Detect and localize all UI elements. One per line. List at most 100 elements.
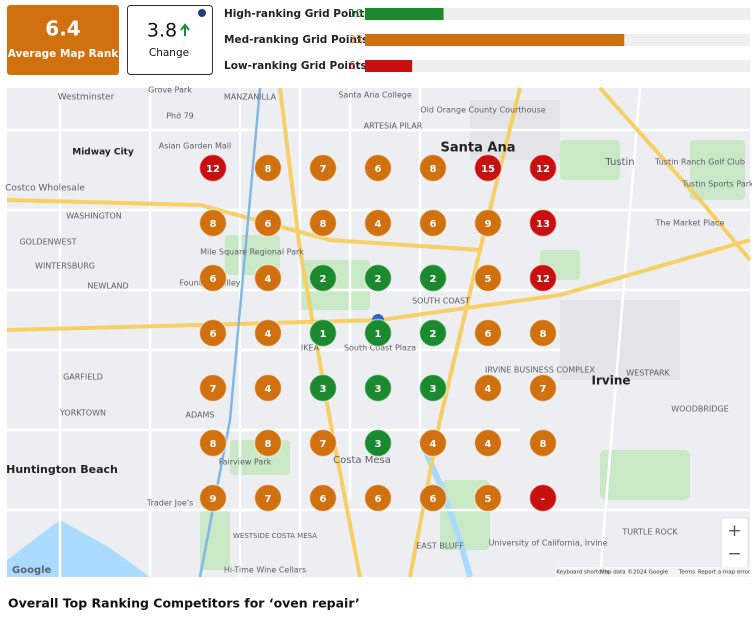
- map-label: GARFIELD: [63, 373, 103, 382]
- rank-label: 6: [210, 329, 217, 340]
- rank-bubble[interactable]: [473, 263, 503, 293]
- rank-bubble[interactable]: [308, 208, 338, 238]
- rank-bubble[interactable]: [418, 208, 448, 238]
- rank-bubble[interactable]: [418, 263, 448, 293]
- rank-bubble[interactable]: [198, 318, 228, 348]
- rank-bubble[interactable]: [528, 208, 558, 238]
- rank-label: 4: [265, 384, 272, 395]
- rank-bubble[interactable]: [253, 483, 283, 513]
- rank-bubble[interactable]: [473, 153, 503, 183]
- rank-bubble[interactable]: [418, 373, 448, 403]
- rank-label: 12: [206, 164, 220, 175]
- grid-points-count: 10: [349, 8, 362, 20]
- rank-label: 3: [375, 439, 382, 450]
- rank-bubble[interactable]: [363, 208, 393, 238]
- map-label: Costco Wholesale: [5, 184, 85, 194]
- rank-bubble[interactable]: [198, 263, 228, 293]
- zoom-out[interactable]: −: [727, 544, 741, 564]
- rank-bubble[interactable]: [198, 208, 228, 238]
- rank-bubble[interactable]: [253, 263, 283, 293]
- grid-points-label: Med-ranking Grid Points: [224, 34, 368, 46]
- rank-bubble[interactable]: [528, 153, 558, 183]
- map-label: WOODBRIDGE: [671, 405, 728, 414]
- rank-bubble[interactable]: [418, 483, 448, 513]
- map-label: ARTESIA PILAR: [364, 122, 423, 131]
- rank-bubble[interactable]: [363, 483, 393, 513]
- rank-bubble[interactable]: [363, 373, 393, 403]
- rank-label: 8: [265, 164, 272, 175]
- rank-label: 4: [430, 439, 437, 450]
- rank-bubble[interactable]: [308, 153, 338, 183]
- rank-bubble[interactable]: [198, 373, 228, 403]
- rank-bubble[interactable]: [198, 428, 228, 458]
- rank-bubble[interactable]: [473, 428, 503, 458]
- rank-bubble[interactable]: [253, 428, 283, 458]
- rank-label: 4: [265, 274, 272, 285]
- ocean: [7, 520, 150, 577]
- rank-bubble[interactable]: [253, 153, 283, 183]
- grid-points-count: 33: [349, 34, 362, 46]
- rank-bubble[interactable]: [198, 483, 228, 513]
- rank-bubble[interactable]: [363, 318, 393, 348]
- rank-label: 15: [481, 164, 495, 175]
- rank-label: 9: [485, 219, 492, 230]
- rank-bubble[interactable]: [198, 153, 228, 183]
- map-label: Asian Garden Mall: [159, 142, 232, 151]
- rank-label: 13: [536, 219, 550, 230]
- rank-label: 8: [265, 439, 272, 450]
- map-label: MANZANILLA: [224, 93, 277, 102]
- rank-bubble[interactable]: [253, 208, 283, 238]
- rank-bubble[interactable]: [308, 373, 338, 403]
- zoom-in[interactable]: +: [727, 521, 741, 541]
- rank-bubble[interactable]: [308, 483, 338, 513]
- rank-bubble[interactable]: [363, 153, 393, 183]
- rank-bubble[interactable]: [363, 263, 393, 293]
- rank-bubble[interactable]: [418, 153, 448, 183]
- rank-bubble[interactable]: [308, 263, 338, 293]
- rank-label: 8: [320, 219, 327, 230]
- info-icon[interactable]: [198, 9, 206, 17]
- map-attribution[interactable]: Keyboard shortcuts: [556, 570, 609, 576]
- rank-label: 7: [320, 164, 327, 175]
- map-label: Phở 79: [166, 111, 194, 121]
- rank-label: 3: [320, 384, 327, 395]
- map-label: Fairview Park: [219, 458, 272, 467]
- rank-bubble[interactable]: [528, 263, 558, 293]
- rank-bubble[interactable]: [253, 373, 283, 403]
- map-attribution[interactable]: Report a map error: [698, 570, 751, 576]
- map-label: WESTSIDE COSTA MESA: [233, 532, 317, 540]
- rank-label: 9: [210, 494, 217, 505]
- grid-points-label: High-ranking Grid Points: [224, 8, 371, 20]
- rank-label: 6: [375, 494, 382, 505]
- rank-bubble[interactable]: [418, 428, 448, 458]
- rank-label: 1: [375, 329, 382, 340]
- map-label: Tustin: [604, 157, 634, 168]
- rank-label: 6: [265, 219, 272, 230]
- rank-bubble[interactable]: [363, 428, 393, 458]
- rank-bubble[interactable]: [528, 428, 558, 458]
- rank-label: 7: [265, 494, 272, 505]
- map-label: Irvine: [592, 374, 631, 388]
- map-label: Midway City: [72, 148, 134, 158]
- rank-bubble[interactable]: [528, 373, 558, 403]
- map-attribution[interactable]: Terms: [678, 570, 695, 576]
- bar-track: [365, 8, 750, 20]
- rank-bubble[interactable]: [308, 428, 338, 458]
- rank-bubble[interactable]: [418, 318, 448, 348]
- rank-label: 6: [485, 329, 492, 340]
- rank-bubble[interactable]: [528, 483, 558, 513]
- rank-bubble[interactable]: [473, 483, 503, 513]
- rank-bubble[interactable]: [253, 318, 283, 348]
- map-label: University of California, Irvine: [489, 539, 608, 548]
- rank-label: 6: [210, 274, 217, 285]
- map[interactable]: Westminster Midway City WASHINGTON GOLDENWE…: [5, 86, 752, 578]
- rank-bubble[interactable]: [528, 318, 558, 348]
- rank-bubble[interactable]: [308, 318, 338, 348]
- rank-bubble[interactable]: [473, 208, 503, 238]
- bar: [365, 34, 625, 46]
- map-label: Santa Ana: [441, 141, 516, 156]
- rank-bubble[interactable]: [473, 318, 503, 348]
- map-label: WESTPARK: [626, 369, 670, 378]
- rank-bubble[interactable]: [473, 373, 503, 403]
